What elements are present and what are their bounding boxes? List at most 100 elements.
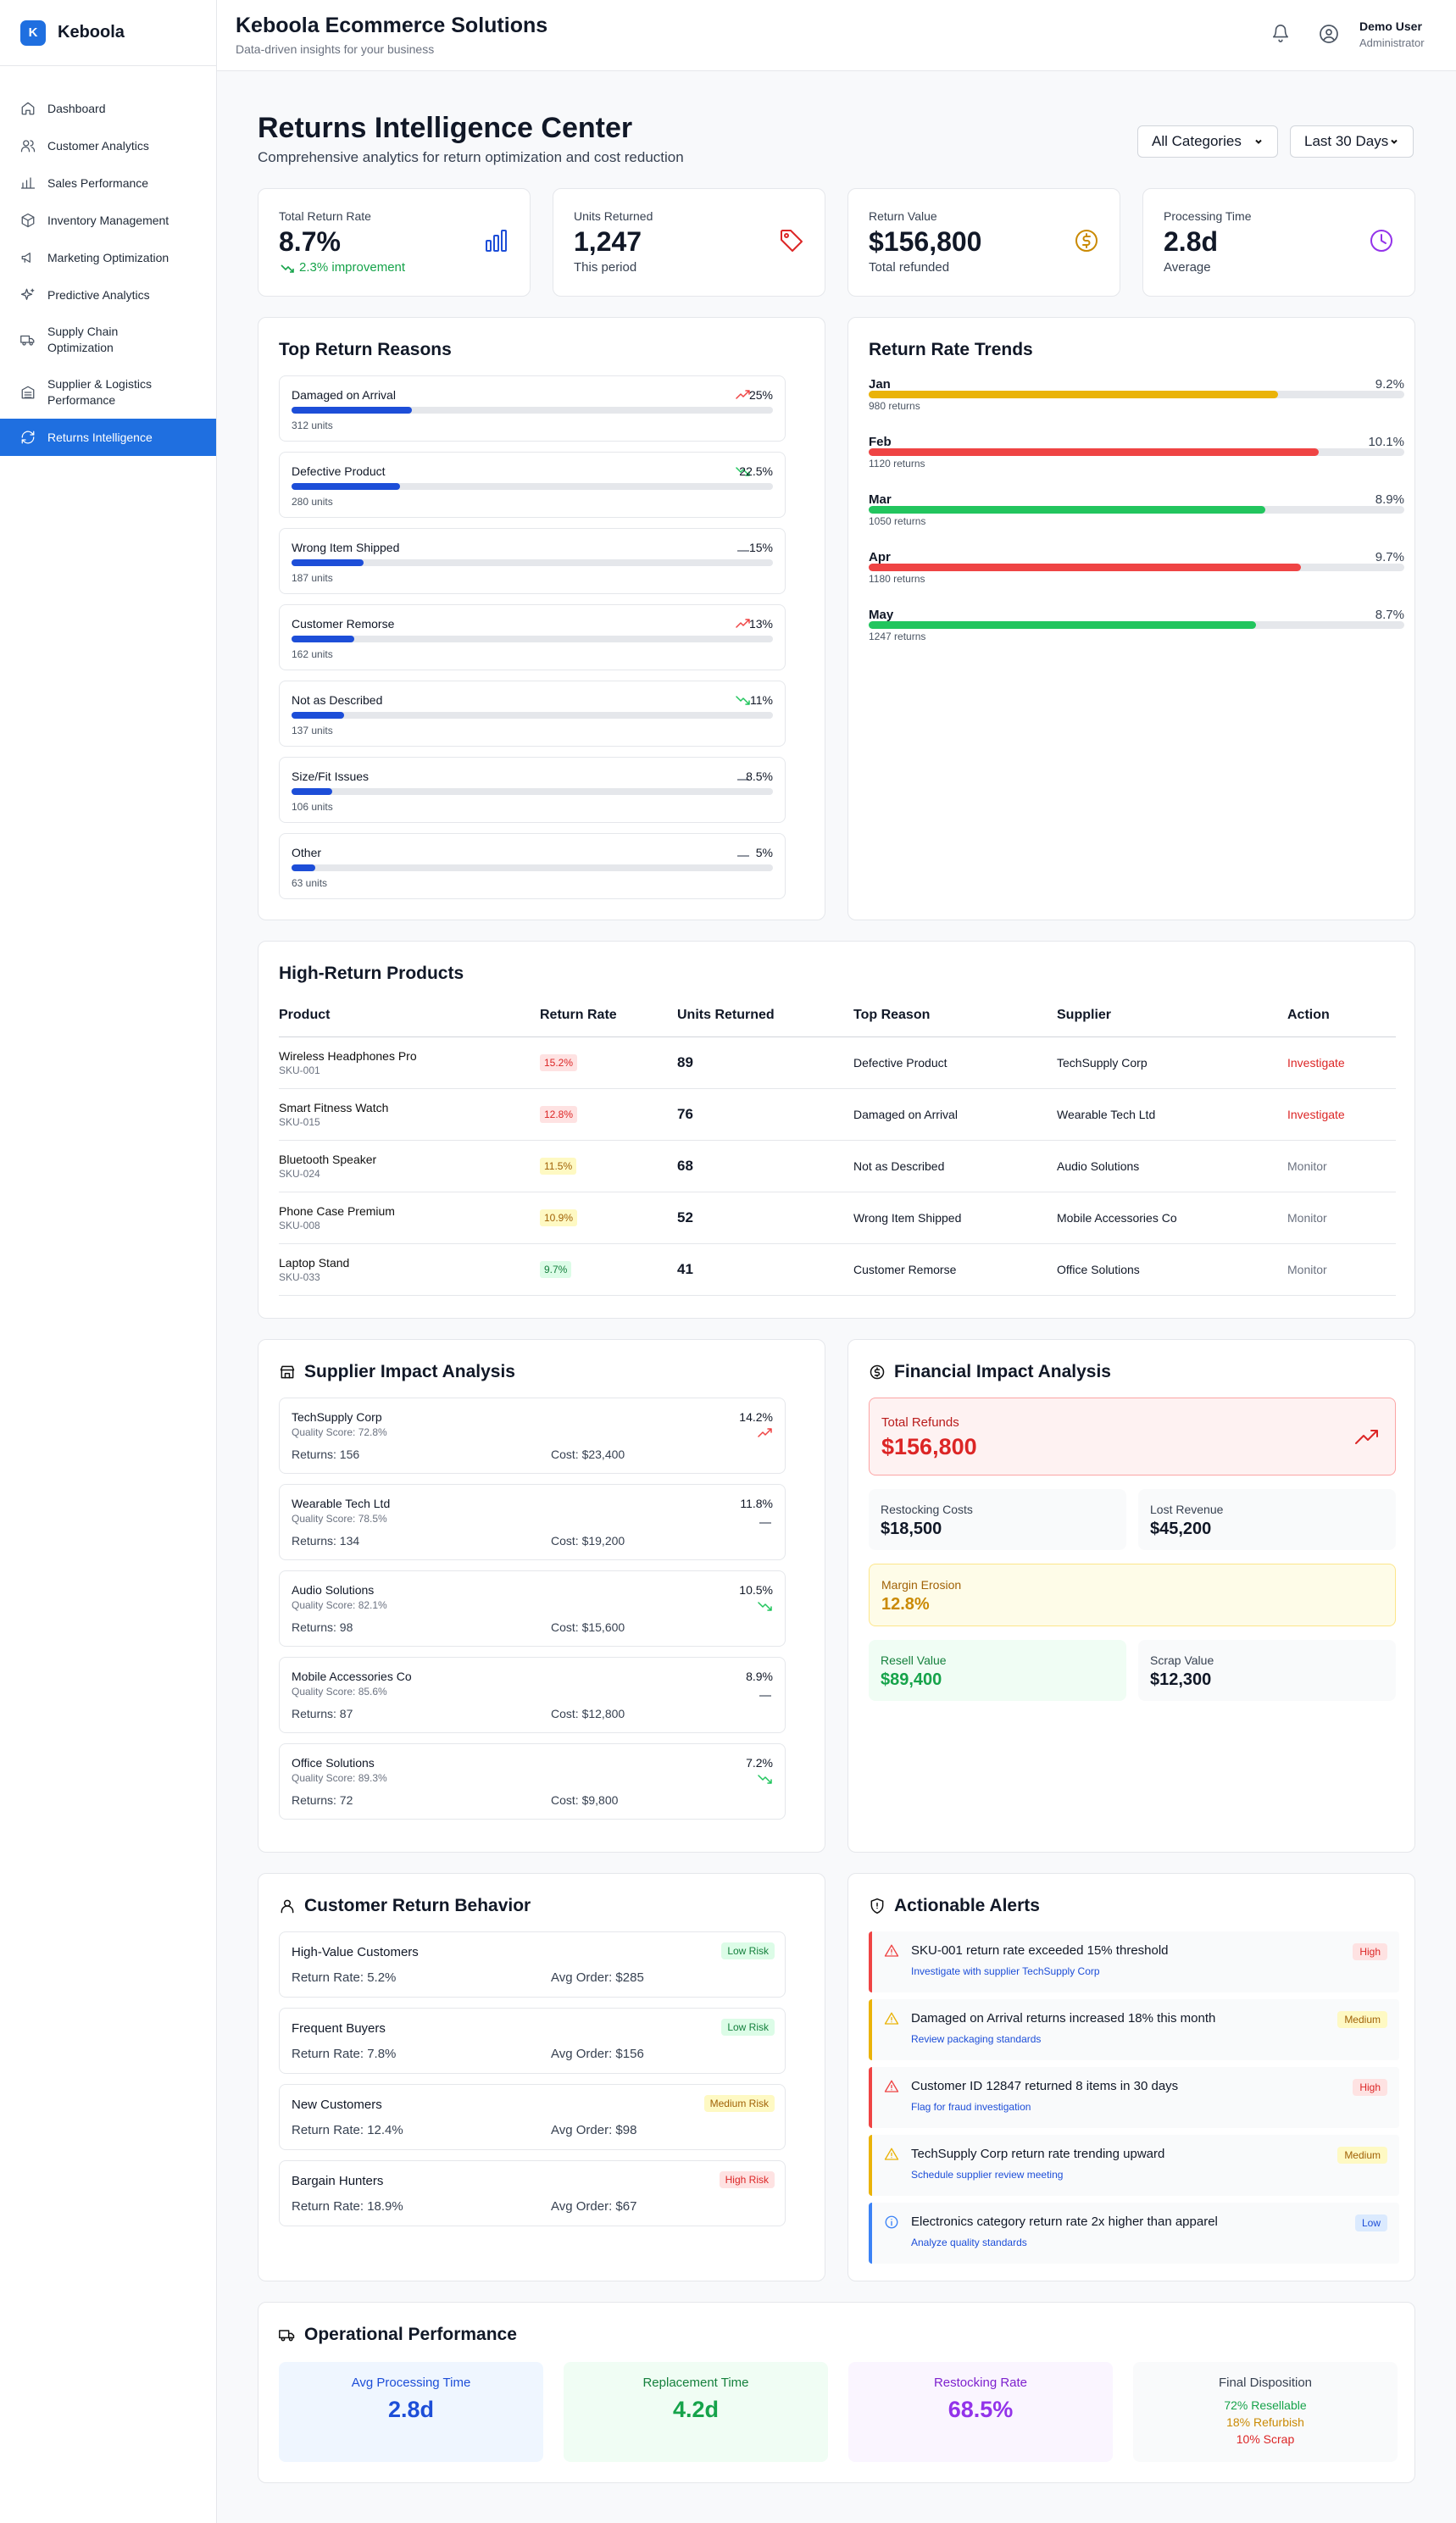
supplier-quality: Quality Score: 72.8% — [292, 1426, 387, 1438]
sidebar-item-dashboard[interactable]: Dashboard — [0, 90, 216, 127]
card-title-text: Operational Performance — [304, 2325, 517, 2344]
category-select[interactable]: All Categories — [1137, 125, 1278, 158]
reason-trend — [736, 542, 751, 552]
units-cell: 76 — [677, 1088, 853, 1141]
reason-units: 312 units — [292, 420, 333, 431]
supplier-row: Office Solutions Quality Score: 89.3% 7.… — [279, 1743, 786, 1820]
sidebar-item-supply-chain[interactable]: Supply Chain Optimization — [0, 314, 216, 366]
bar-chart-icon — [20, 177, 36, 189]
alert-action-link[interactable]: Flag for fraud investigation — [911, 2101, 1031, 2113]
sidebar-item-predictive-analytics[interactable]: Predictive Analytics — [0, 276, 216, 314]
topbar: Keboola Ecommerce Solutions Data-driven … — [217, 0, 1456, 71]
period-select-value: Last 30 Days — [1304, 133, 1389, 149]
shield-icon — [870, 1898, 884, 1914]
reason-bar-track — [292, 712, 773, 719]
sidebar-item-marketing-optimization[interactable]: Marketing Optimization — [0, 239, 216, 276]
supplier-cost: Cost: $9,800 — [551, 1793, 619, 1807]
kpi-value: 8.7% — [279, 226, 341, 257]
segment-row: High-Value Customers Low Risk Return Rat… — [279, 1931, 786, 1998]
app-subtitle: Data-driven insights for your business — [236, 42, 435, 56]
clock-icon — [1370, 230, 1392, 252]
column-header: Action — [1287, 1008, 1396, 1037]
alert-action-link[interactable]: Review packaging standards — [911, 2033, 1042, 2045]
chevron-down-icon — [1255, 139, 1262, 144]
card-title-text: Supplier Impact Analysis — [304, 1362, 515, 1381]
supplier-rate: 8.9% — [746, 1670, 773, 1683]
rate-badge: 10.9% — [540, 1209, 578, 1226]
tile-value: 68.5% — [948, 2397, 1014, 2422]
kpi-card-return-rate: Total Return Rate 8.7% 2.3% improvement — [258, 188, 531, 297]
reason-trend — [736, 847, 751, 857]
reason-units: 106 units — [292, 801, 333, 813]
reason-cell: Wrong Item Shipped — [853, 1192, 1057, 1244]
final-disposition-tile: Final Disposition 72% Resellable 18% Ref… — [1133, 2362, 1398, 2462]
kpi-value: $156,800 — [869, 226, 982, 257]
reason-bar-track — [292, 559, 773, 566]
alert-row: Electronics category return rate 2x high… — [869, 2203, 1399, 2264]
disposition-scrap: 10% Scrap — [1236, 2432, 1295, 2446]
action-link[interactable]: Monitor — [1287, 1211, 1327, 1225]
supplier-trend — [758, 1600, 773, 1611]
product-name: Wireless Headphones Pro — [279, 1049, 417, 1063]
warning-icon — [884, 2080, 899, 2092]
reason-name: Damaged on Arrival — [292, 388, 396, 402]
reason-bar-track — [292, 636, 773, 642]
sidebar-item-returns-intelligence[interactable]: Returns Intelligence — [0, 419, 216, 456]
kpi-value: 1,247 — [574, 226, 642, 257]
sidebar-item-sales-performance[interactable]: Sales Performance — [0, 164, 216, 202]
trend-bar-track — [869, 391, 1404, 398]
segment-return-rate: Return Rate: 18.9% — [292, 2199, 403, 2214]
period-select[interactable]: Last 30 Days — [1290, 125, 1414, 158]
reason-trend — [736, 389, 751, 399]
sidebar-item-supplier-logistics[interactable]: Supplier & Logistics Performance — [0, 366, 216, 419]
segment-row: Bargain Hunters High Risk Return Rate: 1… — [279, 2160, 786, 2226]
return-reasons-card: Top Return Reasons Damaged on Arrival 25… — [258, 317, 825, 920]
supplier-name: Audio Solutions — [292, 1583, 375, 1597]
user-name: Demo User — [1359, 19, 1422, 33]
refresh-icon — [21, 431, 35, 444]
trend-month: Jan — [869, 377, 891, 392]
sidebar-item-inventory-management[interactable]: Inventory Management — [0, 202, 216, 239]
sidebar-item-customer-analytics[interactable]: Customer Analytics — [0, 127, 216, 164]
minus-icon — [737, 855, 749, 857]
supplier-cost: Cost: $12,800 — [551, 1707, 625, 1720]
rate-cell: 10.9% — [540, 1192, 677, 1244]
units-cell: 41 — [677, 1243, 853, 1296]
alert-action-link[interactable]: Investigate with supplier TechSupply Cor… — [911, 1965, 1100, 1977]
user-circle-icon[interactable] — [1319, 24, 1339, 44]
page-subtitle: Comprehensive analytics for return optim… — [258, 149, 684, 165]
reason-name: Not as Described — [292, 693, 383, 707]
lost-revenue-box: Lost Revenue $45,200 — [1138, 1489, 1396, 1550]
segment-row: Frequent Buyers Low Risk Return Rate: 7.… — [279, 2008, 786, 2074]
segment-name: Bargain Hunters — [292, 2174, 384, 2188]
action-link[interactable]: Investigate — [1287, 1056, 1345, 1070]
trend-row: Mar 8.9% 1050 returns — [869, 492, 1404, 548]
reason-cell: Defective Product — [853, 1036, 1057, 1089]
page-title: Returns Intelligence Center — [258, 112, 633, 144]
alert-action-link[interactable]: Analyze quality standards — [911, 2237, 1027, 2248]
action-cell: Monitor — [1287, 1140, 1396, 1192]
bell-icon[interactable] — [1271, 24, 1290, 42]
action-link[interactable]: Monitor — [1287, 1263, 1327, 1276]
supplier-returns: Returns: 98 — [292, 1620, 353, 1634]
kpi-card-processing-time: Processing Time 2.8d Average — [1142, 188, 1415, 297]
scrap-value-box: Scrap Value $12,300 — [1138, 1640, 1396, 1701]
segment-name: Frequent Buyers — [292, 2021, 386, 2036]
kpi-label: Processing Time — [1164, 209, 1252, 223]
segment-return-rate: Return Rate: 5.2% — [292, 1970, 397, 1985]
action-link[interactable]: Investigate — [1287, 1108, 1345, 1121]
sidebar-item-label: Inventory Management — [47, 214, 169, 227]
card-title-text: Actionable Alerts — [894, 1896, 1040, 1915]
high-return-products-card: High-Return Products Product Return Rate… — [258, 941, 1415, 1319]
rate-badge: 9.7% — [540, 1261, 572, 1278]
bar-chart-icon — [486, 230, 507, 252]
reason-units: 187 units — [292, 572, 333, 584]
products-table: Product Return Rate Units Returned Top R… — [279, 1008, 1396, 1296]
action-link[interactable]: Monitor — [1287, 1159, 1327, 1173]
action-cell: Investigate — [1287, 1036, 1396, 1089]
keboola-logo[interactable]: K — [20, 19, 46, 46]
alert-action-link[interactable]: Schedule supplier review meeting — [911, 2169, 1064, 2181]
sidebar-item-label: Customer Analytics — [47, 139, 149, 153]
card-title: Financial Impact Analysis — [869, 1362, 1111, 1382]
trend-row: Apr 9.7% 1180 returns — [869, 550, 1404, 606]
